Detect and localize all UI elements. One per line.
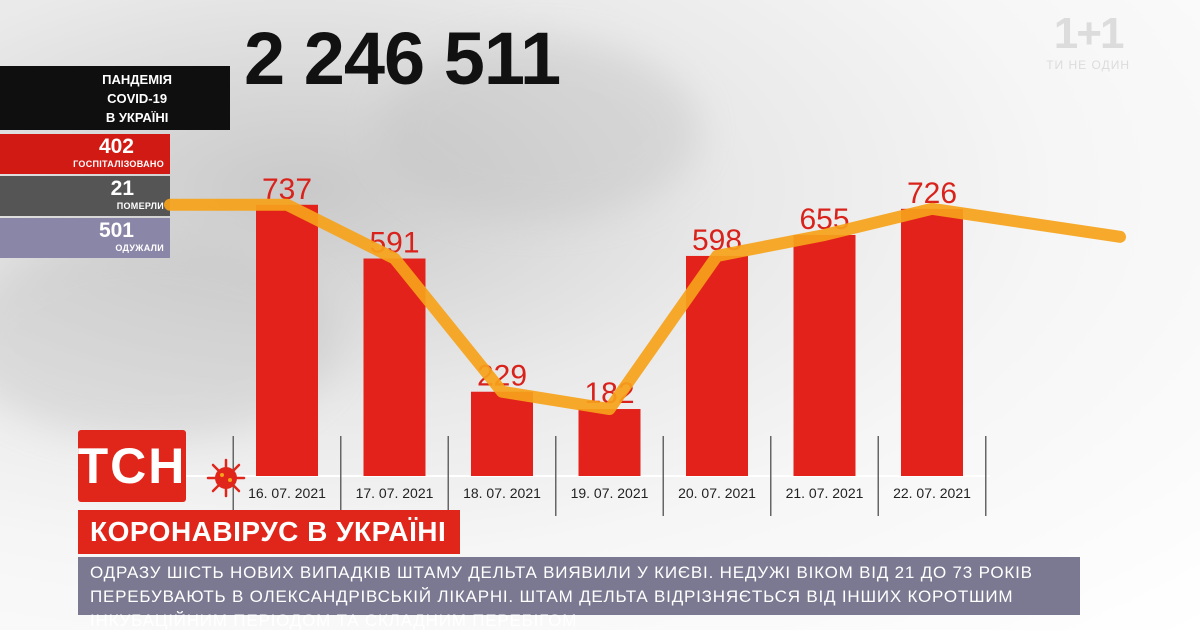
news-ticker: ОДРАЗУ ШІСТЬ НОВИХ ВИПАДКІВ ШТАМУ ДЕЛЬТА… [78, 557, 1080, 630]
trend-line [164, 198, 1126, 416]
stat-recovered: 501 ОДУЖАЛИ [0, 218, 170, 258]
channel-logo-mark: 1+1 [1053, 9, 1125, 58]
headline-text: КОРОНАВІРУС В УКРАЇНІ [90, 516, 447, 547]
stat-died: 21 ПОМЕРЛИ [0, 176, 170, 216]
stat-died-value: 21 [110, 177, 134, 200]
tsn-logo-text: ТСН [77, 438, 187, 494]
headline-bar: КОРОНАВІРУС В УКРАЇНІ [78, 510, 461, 554]
bar [363, 258, 426, 476]
bar [793, 234, 856, 476]
bar [578, 409, 641, 476]
x-tick-label: 19. 07. 2021 [571, 485, 649, 501]
bar [256, 204, 318, 476]
channel-logo: 1+1 ТИ НЕ ОДИН [1046, 9, 1130, 73]
stat-hospitalized-value: 402 [98, 135, 134, 158]
stat-recovered-value: 501 [98, 219, 134, 242]
background-blob [380, 40, 700, 220]
channel-tagline: ТИ НЕ ОДИН [1046, 58, 1130, 72]
stats-title: ПАНДЕМІЯ COVID-19 В УКРАЇНІ [0, 66, 230, 130]
stat-hospitalized: 402 ГОСПІТАЛІЗОВАНО [0, 134, 170, 174]
tsn-logo: ТСН [78, 430, 186, 502]
stat-hospitalized-label: ГОСПІТАЛІЗОВАНО [73, 159, 164, 169]
bar [471, 391, 533, 476]
stats-title-text: ПАНДЕМІЯ COVID-19 В УКРАЇНІ [102, 71, 172, 125]
x-tick-label: 16. 07. 2021 [248, 485, 326, 501]
total-cases: 2 246 511 [244, 17, 561, 100]
x-tick-label: 18. 07. 2021 [463, 485, 541, 501]
virus-icon [206, 458, 246, 498]
bar [901, 208, 963, 476]
x-tick-label: 22. 07. 2021 [893, 485, 971, 501]
x-tick-label: 20. 07. 2021 [678, 485, 756, 501]
stat-recovered-label: ОДУЖАЛИ [115, 243, 164, 253]
stat-died-label: ПОМЕРЛИ [116, 201, 164, 211]
x-tick-label: 17. 07. 2021 [356, 485, 434, 501]
x-tick-label: 21. 07. 2021 [786, 485, 864, 501]
